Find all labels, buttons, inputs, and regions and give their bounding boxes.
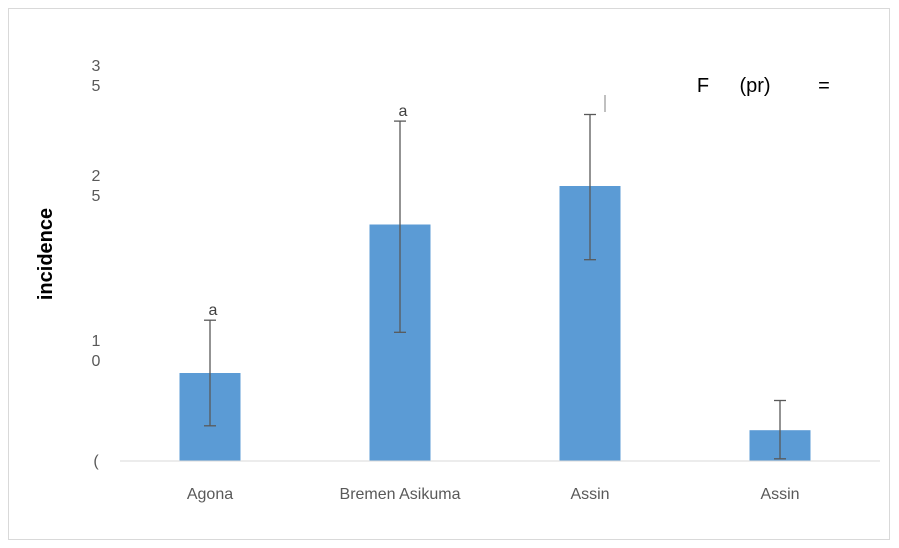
x-tick-label-4: Assin [760,486,799,503]
y-tick-label-2-line-2: 0 [92,353,101,370]
annotation-part-3: = [818,75,830,97]
annotation-part-1: F [697,75,709,97]
y-tick-label-2-line-1: 1 [92,333,101,350]
x-tick-label-2: Bremen Asikuma [340,486,461,503]
x-tick-label-1: Agona [187,486,233,503]
y-tick-label-1-line-1: ( [93,453,99,470]
x-tick-labels: Agona Bremen Asikuma Assin Assin [187,486,800,503]
bars-layer [180,186,811,461]
y-tick-labels: (1 0 2 5 3 5 [92,58,101,470]
significance-letter-2: a [399,103,408,120]
errorbars-layer [204,95,786,459]
y-tick-label-4-line-2: 5 [92,78,101,95]
y-axis-label: incidence [35,208,57,300]
x-tick-label-3: Assin [570,486,609,503]
y-tick-label-3-line-1: 2 [92,168,101,185]
y-tick-label-3-line-2: 5 [92,188,101,205]
annotation: F (pr) = [697,75,830,97]
y-tick-label-4-line-1: 3 [92,58,101,75]
annotation-part-2: (pr) [739,75,770,97]
significance-letter-1: a [209,302,218,319]
